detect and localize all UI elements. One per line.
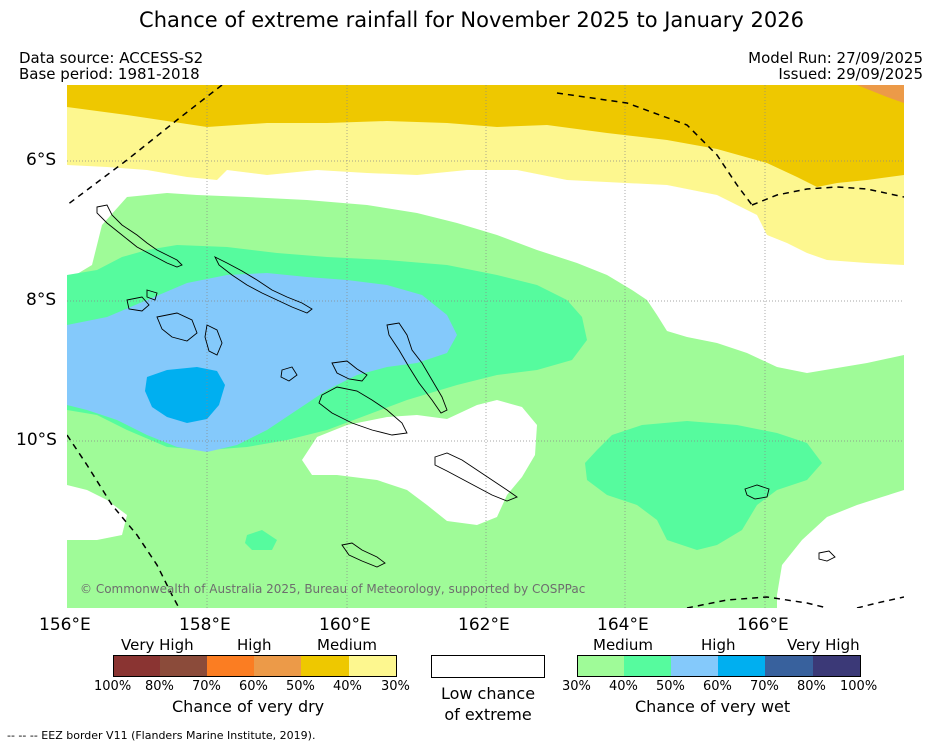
- legend-wet-very-high: Very High: [787, 636, 860, 654]
- lon-label-156e: 156°E: [39, 615, 91, 635]
- legend-wet-high: High: [701, 636, 736, 654]
- rainfall-map: [67, 85, 904, 608]
- dry-swatch-50-40: [301, 655, 349, 677]
- data-source: Data source: ACCESS-S2: [19, 49, 204, 67]
- lat-label-10s: 10°S: [16, 430, 57, 450]
- region-wet-40-small: [245, 530, 277, 550]
- legend-dry-colorbar: [113, 655, 397, 677]
- wet-tick-60: 60%: [703, 679, 732, 694]
- region-low-south-east: [777, 490, 904, 608]
- lon-label-158e: 158°E: [179, 615, 231, 635]
- dry-swatch-80-70: [160, 655, 207, 677]
- region-wet-40-east: [585, 421, 822, 550]
- dry-swatch-40-30: [349, 655, 396, 677]
- dry-tick-50: 50%: [286, 679, 315, 694]
- lat-label-8s: 8°S: [26, 290, 57, 310]
- issued-date: Issued: 29/09/2025: [778, 65, 923, 83]
- dry-swatch-100-80: [113, 655, 160, 677]
- dry-tick-100: 100%: [94, 679, 132, 694]
- region-dry-very-high: [857, 85, 904, 103]
- legend-dry-caption: Chance of very dry: [172, 697, 325, 716]
- region-low-south: [302, 400, 537, 525]
- wet-tick-30: 30%: [562, 679, 591, 694]
- lon-label-164e: 164°E: [597, 615, 649, 635]
- dry-tick-30: 30%: [381, 679, 410, 694]
- wet-tick-40: 40%: [609, 679, 638, 694]
- wet-swatch-30-40: [577, 655, 624, 677]
- wet-tick-100: 100%: [840, 679, 878, 694]
- wet-swatch-50-60: [671, 655, 718, 677]
- legend-dry-medium: Medium: [317, 636, 377, 654]
- copyright-notice: © Commonwealth of Australia 2025, Bureau…: [80, 582, 586, 596]
- lat-label-6s: 6°S: [26, 150, 57, 170]
- region-low-west: [67, 485, 127, 540]
- base-period: Base period: 1981-2018: [19, 65, 200, 83]
- eez-footnote: -- -- -- EEZ border V11 (Flanders Marine…: [7, 729, 316, 742]
- model-run: Model Run: 27/09/2025: [748, 49, 923, 67]
- graticule: [67, 85, 904, 608]
- chart-title: Chance of extreme rainfall for November …: [139, 8, 804, 32]
- legend-low-swatch: [431, 655, 545, 678]
- dry-tick-40: 40%: [333, 679, 362, 694]
- wet-tick-70: 70%: [750, 679, 779, 694]
- wet-swatch-80-100: [813, 655, 860, 677]
- source-info: Data source: ACCESS-S2 Base period: 1981…: [19, 50, 203, 82]
- dry-tick-80: 80%: [145, 679, 174, 694]
- lon-label-162e: 162°E: [458, 615, 510, 635]
- region-wet-60: [145, 367, 225, 423]
- legend-wet-medium: Medium: [593, 636, 653, 654]
- legend-low-caption: Low chance of extreme: [431, 683, 545, 725]
- legend-dry-high: High: [237, 636, 272, 654]
- dry-swatch-70-60: [207, 655, 254, 677]
- legend-low-line1: Low chance: [440, 684, 536, 703]
- wet-swatch-40-50: [624, 655, 671, 677]
- wet-tick-50: 50%: [656, 679, 685, 694]
- legend-wet-colorbar: [577, 655, 861, 677]
- wet-swatch-60-70: [718, 655, 765, 677]
- lon-label-160e: 160°E: [319, 615, 371, 635]
- lon-label-166e: 166°E: [737, 615, 789, 635]
- dry-tick-60: 60%: [239, 679, 268, 694]
- legend-wet-caption: Chance of very wet: [635, 697, 791, 716]
- eez-border: [67, 85, 904, 608]
- legend-dry-very-high: Very High: [121, 636, 194, 654]
- coastlines: [96, 204, 836, 568]
- run-info: Model Run: 27/09/2025 Issued: 29/09/2025: [748, 50, 923, 82]
- region-dry-high: [67, 85, 904, 187]
- wet-tick-80: 80%: [797, 679, 826, 694]
- dry-swatch-60-50: [254, 655, 301, 677]
- legend-low-line2: of extreme: [444, 705, 532, 724]
- wet-swatch-70-80: [765, 655, 813, 677]
- dry-tick-70: 70%: [192, 679, 221, 694]
